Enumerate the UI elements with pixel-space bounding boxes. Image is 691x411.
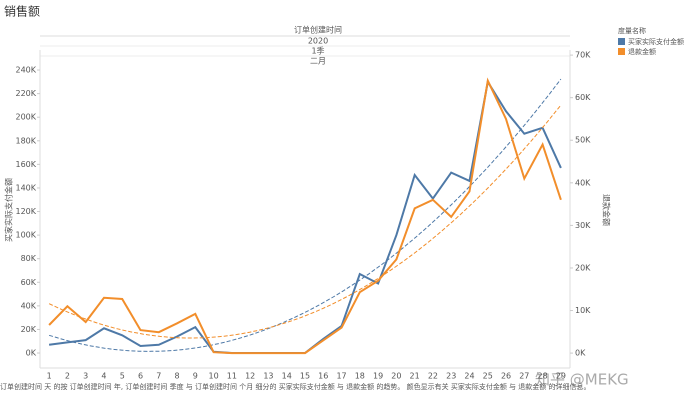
header-text: 1季 bbox=[311, 46, 324, 56]
y-tick-label: 200K bbox=[15, 113, 36, 122]
x-tick-label: 23 bbox=[446, 372, 456, 381]
footer-text: 订单创建时间 天 的按 订单创建时间 年, 订单创建时间 季度 与 订单创建时间… bbox=[0, 383, 591, 391]
y-tick-label: 240K bbox=[15, 66, 36, 75]
header-text: 订单创建时间 bbox=[294, 25, 342, 35]
legend-swatch bbox=[618, 48, 625, 55]
x-tick-label: 5 bbox=[120, 372, 125, 381]
y2-tick-label: 70K bbox=[575, 51, 591, 60]
legend-swatch bbox=[618, 38, 625, 45]
x-tick-label: 22 bbox=[428, 372, 438, 381]
x-tick-label: 13 bbox=[263, 372, 273, 381]
x-tick-label: 6 bbox=[138, 372, 143, 381]
x-tick-label: 27 bbox=[519, 372, 529, 381]
y-tick-label: 180K bbox=[15, 136, 36, 145]
x-tick-label: 9 bbox=[193, 372, 198, 381]
legend-label: 买家实际支付金额 bbox=[628, 37, 684, 46]
x-tick-label: 26 bbox=[501, 372, 511, 381]
x-tick-label: 10 bbox=[209, 372, 219, 381]
y-axis-label: 买家实际支付金额 bbox=[4, 178, 14, 242]
x-tick-label: 14 bbox=[282, 372, 292, 381]
y2-tick-label: 50K bbox=[575, 136, 591, 145]
y-tick-label: 120K bbox=[15, 207, 36, 216]
x-tick-label: 19 bbox=[373, 372, 383, 381]
series-line bbox=[48, 77, 562, 355]
y2-tick-label: 0K bbox=[575, 349, 586, 358]
y-tick-label: 60K bbox=[21, 278, 37, 287]
x-tick-label: 16 bbox=[318, 372, 328, 381]
trend-line bbox=[48, 104, 562, 339]
y-tick-label: 20K bbox=[21, 325, 37, 334]
x-tick-label: 7 bbox=[156, 372, 161, 381]
y-tick-label: 0K bbox=[26, 349, 37, 358]
y2-axis-label: 退款金额 bbox=[602, 194, 612, 226]
x-tick-label: 29 bbox=[556, 372, 566, 381]
watermark: 知乎 @MEKG bbox=[535, 371, 629, 389]
trend-line bbox=[48, 78, 562, 352]
x-tick-label: 18 bbox=[355, 372, 365, 381]
x-tick-label: 1 bbox=[47, 372, 52, 381]
x-tick-label: 21 bbox=[410, 372, 420, 381]
header-text: 二月 bbox=[310, 57, 326, 66]
y2-tick-label: 20K bbox=[575, 263, 591, 272]
y2-tick-label: 60K bbox=[575, 93, 591, 102]
y-tick-label: 140K bbox=[15, 183, 36, 192]
y2-tick-label: 30K bbox=[575, 221, 591, 230]
x-tick-label: 2 bbox=[65, 372, 70, 381]
y2-tick-label: 10K bbox=[575, 306, 591, 315]
series-line bbox=[48, 79, 562, 354]
x-tick-label: 20 bbox=[391, 372, 401, 381]
legend-label: 退款金额 bbox=[628, 47, 656, 56]
x-tick-label: 15 bbox=[300, 372, 310, 381]
legend-title: 度量名称 bbox=[618, 26, 646, 35]
y-tick-label: 100K bbox=[15, 231, 36, 240]
y-tick-label: 160K bbox=[15, 160, 36, 169]
footer: 订单创建时间 天 的按 订单创建时间 年, 订单创建时间 季度 与 订单创建时间… bbox=[0, 383, 591, 391]
y-tick-label: 40K bbox=[21, 301, 37, 310]
header-text: 2020 bbox=[308, 37, 328, 46]
x-tick-label: 11 bbox=[227, 372, 237, 381]
x-tick-label: 4 bbox=[101, 372, 106, 381]
y2-tick-label: 40K bbox=[575, 178, 591, 187]
x-tick-label: 3 bbox=[83, 372, 88, 381]
x-tick-label: 24 bbox=[464, 372, 474, 381]
x-tick-label: 8 bbox=[175, 372, 180, 381]
page-title: 销售额 bbox=[4, 4, 40, 19]
x-tick-label: 25 bbox=[483, 372, 493, 381]
x-tick-label: 12 bbox=[245, 372, 255, 381]
x-tick-label: 17 bbox=[336, 372, 346, 381]
y-tick-label: 80K bbox=[21, 254, 37, 263]
x-tick-label: 28 bbox=[537, 372, 547, 381]
y-tick-label: 220K bbox=[15, 89, 36, 98]
